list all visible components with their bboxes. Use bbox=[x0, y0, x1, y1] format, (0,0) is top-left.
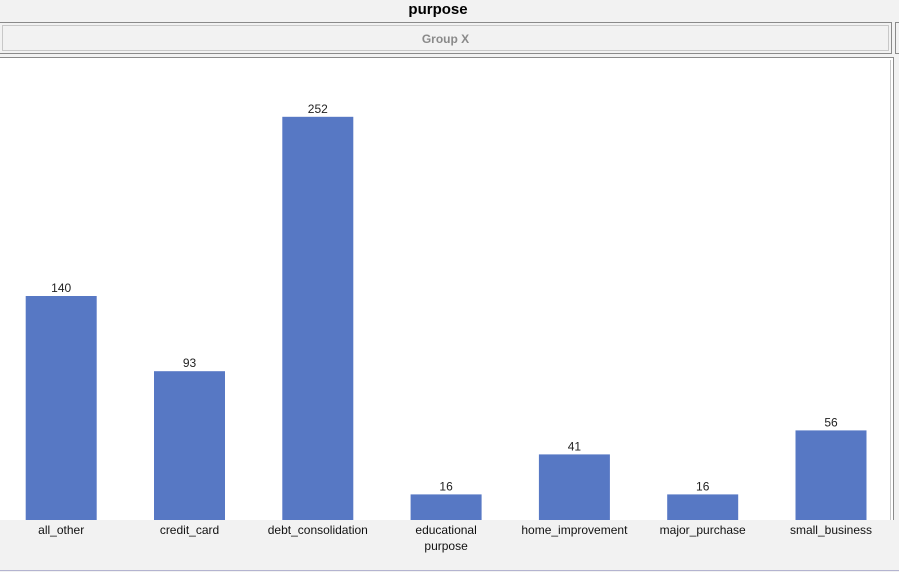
category-label: home_improvement bbox=[521, 523, 628, 537]
plot-divider bbox=[890, 60, 891, 520]
category-label: small_business bbox=[790, 523, 872, 537]
category-label: educational purpose bbox=[415, 523, 476, 553]
plot-area bbox=[0, 57, 894, 521]
group-header-edge bbox=[895, 22, 899, 54]
bar-value-label: 16 bbox=[696, 479, 710, 493]
bar-value-label: 16 bbox=[439, 479, 453, 493]
group-header-label: Group X bbox=[2, 25, 889, 51]
category-label: all_other bbox=[38, 523, 84, 537]
chart-title: purpose bbox=[408, 1, 468, 18]
bar-credit_card[interactable] bbox=[154, 371, 225, 520]
bar-value-label: 93 bbox=[183, 356, 197, 370]
bar-educational-purpose[interactable] bbox=[410, 494, 482, 520]
bar-value-label: 252 bbox=[308, 102, 328, 116]
bar-all_other[interactable] bbox=[25, 296, 97, 520]
x-axis-bottom-border bbox=[0, 570, 899, 571]
bar-major_purchase[interactable] bbox=[667, 494, 739, 520]
bar-value-label: 140 bbox=[51, 281, 71, 295]
bar-debt_consolidation[interactable] bbox=[282, 116, 354, 521]
group-header[interactable]: Group X bbox=[0, 22, 892, 54]
bar-value-label: 56 bbox=[824, 415, 838, 429]
bar-value-label: 41 bbox=[568, 439, 582, 453]
bar-home_improvement[interactable] bbox=[538, 454, 610, 520]
x-axis-area bbox=[0, 520, 899, 572]
category-label: credit_card bbox=[160, 523, 219, 537]
category-label: major_purchase bbox=[660, 523, 746, 537]
bar-small_business[interactable] bbox=[795, 430, 867, 520]
category-label: debt_consolidation bbox=[268, 523, 368, 537]
